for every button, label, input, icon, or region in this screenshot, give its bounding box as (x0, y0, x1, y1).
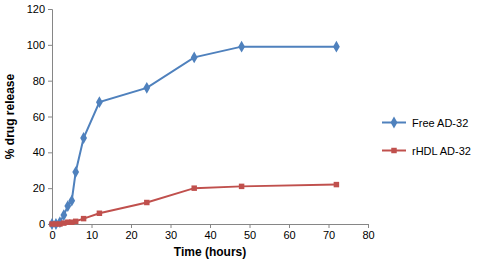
tick: 60 (33, 111, 52, 123)
tick-mark (329, 224, 330, 228)
tick-label: 120 (27, 3, 45, 15)
marker (96, 96, 103, 108)
tick-mark (210, 224, 211, 228)
tick: 50 (244, 224, 256, 241)
marker (191, 51, 198, 63)
marker (68, 195, 75, 207)
axis-line (53, 225, 369, 229)
tick-mark (48, 9, 52, 10)
tick-label: 100 (27, 39, 45, 51)
tick-mark (48, 45, 52, 46)
legend-label: rHDL AD-32 (412, 145, 471, 157)
series-area (49, 41, 340, 230)
tick-mark (48, 188, 52, 189)
tick: 70 (323, 224, 335, 241)
tick-mark (171, 224, 172, 228)
x-axis-title: Time (hours) (174, 245, 246, 259)
legend-label: Free AD-32 (412, 117, 468, 129)
tick: 30 (165, 224, 177, 241)
tick: 100 (27, 39, 52, 51)
tick-mark (368, 224, 369, 228)
marker (334, 182, 339, 187)
marker (73, 219, 78, 224)
marker (72, 166, 79, 178)
tick: 40 (33, 146, 52, 158)
tick: 60 (283, 224, 295, 241)
marker (238, 41, 245, 53)
tick: 40 (204, 224, 216, 241)
tick-label: 70 (323, 229, 335, 241)
axis-line (48, 10, 53, 225)
series-line (52, 185, 336, 224)
marker (333, 41, 340, 53)
legend-entry: rHDL AD-32 (382, 145, 471, 157)
plot: 0 10 20 30 40 50 60 70 80 0 20 40 60 80 100 120 (27, 3, 375, 241)
legend-entry: Free AD-32 (382, 117, 468, 129)
tick-label: 0 (39, 218, 45, 230)
tick-mark (92, 224, 93, 228)
tick-mark (131, 224, 132, 228)
marker (191, 185, 196, 190)
marker (143, 82, 150, 94)
legend-marker (391, 117, 398, 129)
tick-label: 30 (165, 229, 177, 241)
legend-marker (391, 148, 396, 153)
tick-label: 60 (33, 111, 45, 123)
tick-label: 20 (125, 229, 137, 241)
tick-label: 80 (362, 229, 374, 241)
tick-label: 40 (204, 229, 216, 241)
x-axis: 0 10 20 30 40 50 60 70 80 (49, 224, 374, 241)
tick: 10 (86, 224, 98, 241)
tick-label: 80 (33, 75, 45, 87)
y-axis-title: % drug release (3, 73, 17, 159)
tick-label: 10 (86, 229, 98, 241)
tick-label: 60 (283, 229, 295, 241)
tick-label: 20 (33, 182, 45, 194)
tick-mark (48, 117, 52, 118)
tick-mark (289, 224, 290, 228)
marker (97, 211, 102, 216)
tick: 80 (362, 224, 374, 241)
tick: 20 (33, 182, 52, 194)
series-line (52, 47, 336, 224)
marker (60, 209, 67, 221)
tick-mark (48, 81, 52, 82)
legend: Free AD-32 rHDL AD-32 (382, 117, 471, 157)
chart: 0 10 20 30 40 50 60 70 80 0 20 40 60 80 100 120 Time (ho… (0, 0, 500, 262)
tick: 80 (33, 75, 52, 87)
tick-label: 0 (49, 229, 55, 241)
marker (80, 132, 87, 144)
tick-mark (48, 152, 52, 153)
marker (144, 200, 149, 205)
y-axis: 0 20 40 60 80 100 120 (27, 3, 53, 230)
tick: 20 (125, 224, 137, 241)
tick-mark (250, 224, 251, 228)
tick-label: 40 (33, 146, 45, 158)
marker (239, 184, 244, 189)
tick-label: 50 (244, 229, 256, 241)
tick: 120 (27, 3, 52, 15)
marker (81, 216, 86, 221)
